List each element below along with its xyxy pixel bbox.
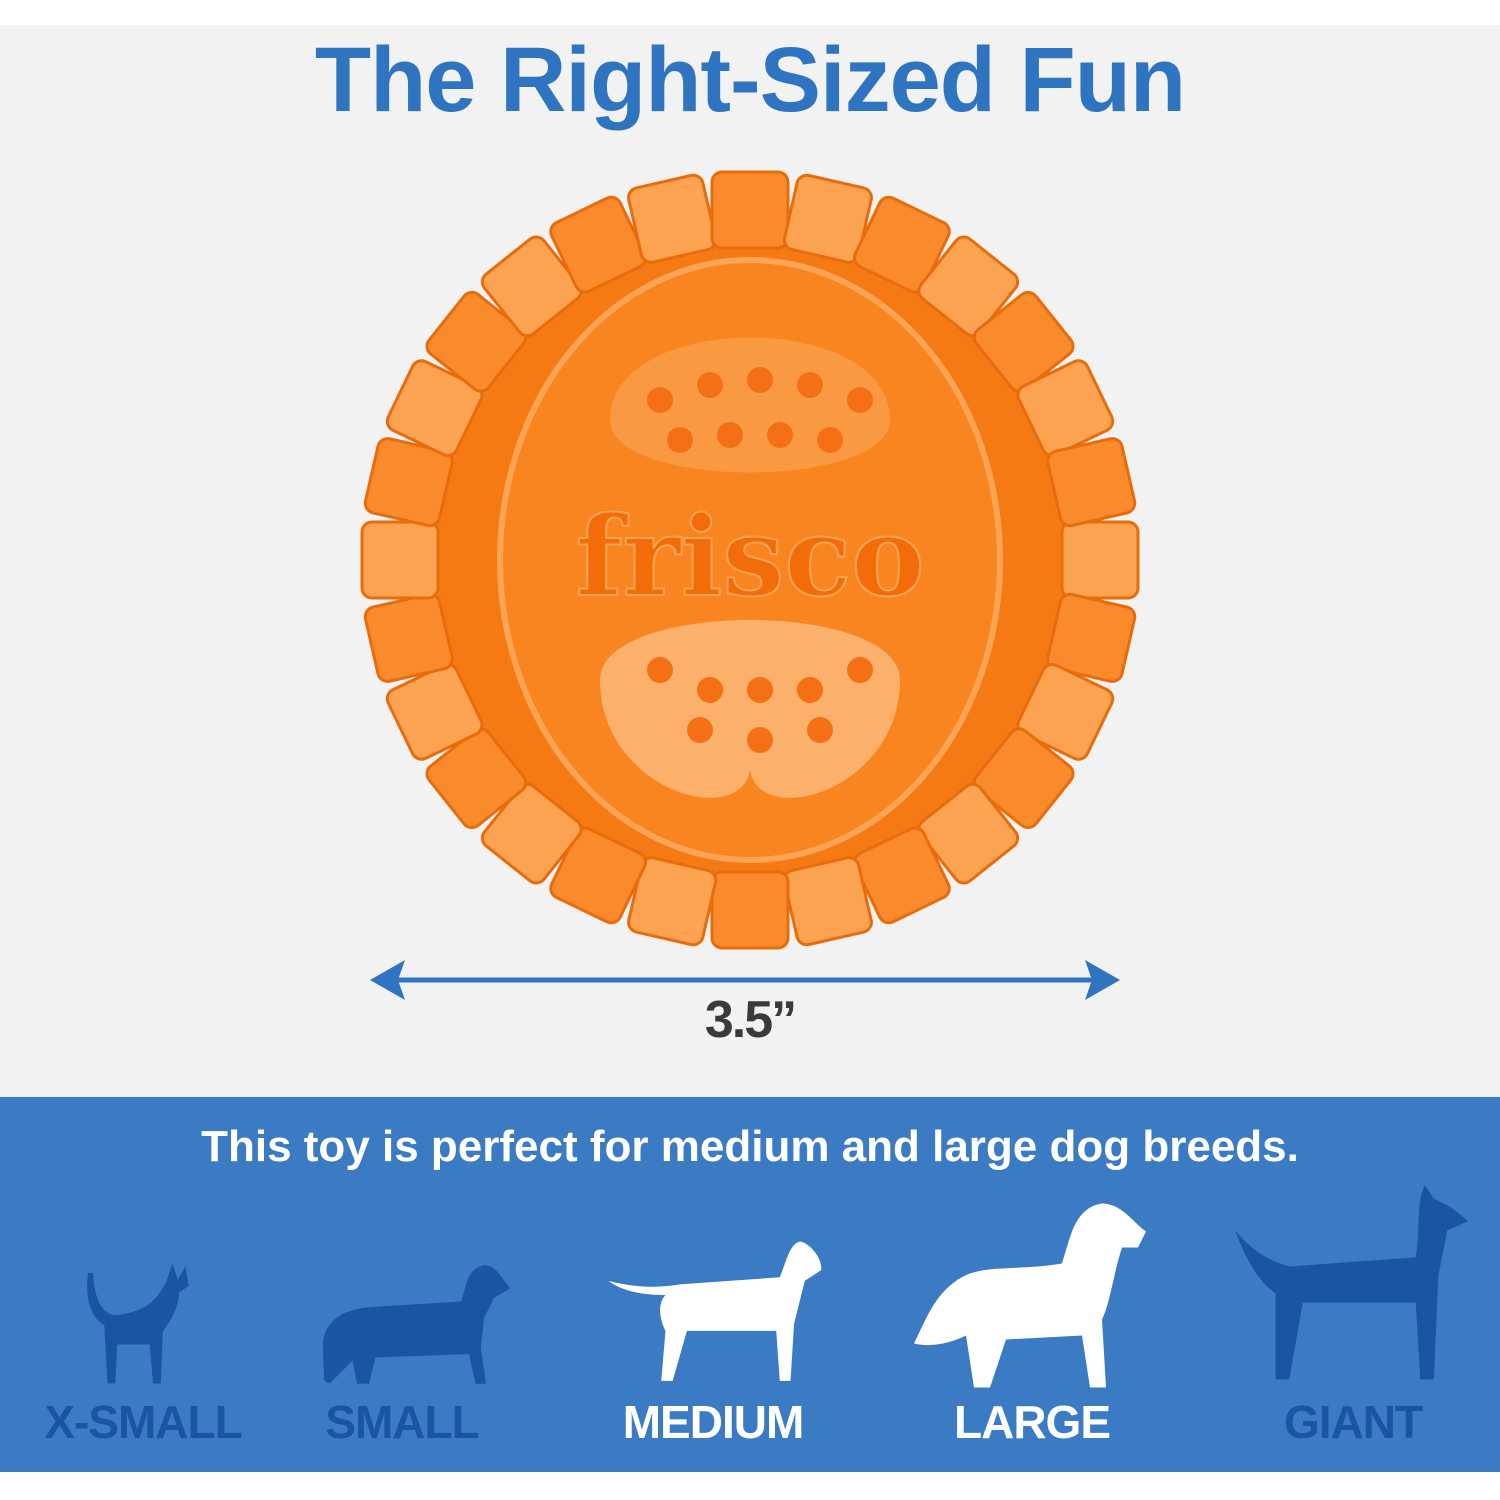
ball-knob (1016, 359, 1115, 458)
dog-xsmall-icon (87, 1263, 189, 1384)
page-title: The Right-Sized Fun (314, 29, 1186, 131)
paw-dot (747, 677, 773, 703)
ball-knob (549, 826, 648, 925)
paw-dot (797, 677, 823, 703)
ball-knob (425, 727, 528, 830)
dog-giant-icon (1235, 1185, 1469, 1380)
ball-knob (549, 195, 648, 294)
dog-medium-icon (608, 1241, 822, 1381)
paw-dot (747, 727, 773, 753)
paw-dot (847, 657, 873, 683)
size-label-small: SMALL (325, 1396, 479, 1448)
paw-dot (767, 422, 793, 448)
size-label-giant: GIANT (1283, 1396, 1423, 1448)
ball-knob (917, 782, 1020, 885)
size-guide-tagline: This toy is perfect for medium and large… (201, 1122, 1299, 1171)
paw-bottom (600, 620, 900, 798)
paw-dot (687, 717, 713, 743)
paw-dot (797, 372, 823, 398)
ball-knob (972, 727, 1075, 830)
ball-knob (782, 173, 873, 264)
ball-knob (1046, 592, 1137, 683)
size-label-medium: MEDIUM (622, 1396, 805, 1448)
ball-knob (782, 856, 873, 947)
paw-dot (697, 677, 723, 703)
ball-knob (710, 170, 790, 250)
paw-dot (717, 422, 743, 448)
ball-knob (363, 592, 454, 683)
diameter-label: 3.5” (704, 991, 797, 1049)
ball-knob (852, 826, 951, 925)
paw-dot (667, 427, 693, 453)
ball-knob (1016, 662, 1115, 761)
ball-knob (1046, 437, 1137, 528)
size-label-large: LARGE (954, 1396, 1111, 1448)
ball-knob (917, 235, 1020, 338)
ball-knob (710, 870, 790, 950)
paw-dot (747, 367, 773, 393)
ball-knob (385, 359, 484, 458)
paw-dot (697, 372, 723, 398)
size-label-xsmall: X-SMALL (44, 1396, 242, 1448)
ball-knob (480, 235, 583, 338)
brand-emboss: frisco (575, 492, 924, 621)
ball-knob (480, 782, 583, 885)
paw-dot (817, 427, 843, 453)
paw-dot (847, 387, 873, 413)
ball-knob (972, 290, 1075, 393)
paw-dot (647, 657, 673, 683)
dog-large-icon (914, 1203, 1146, 1388)
ball-toy-image: frisco (360, 170, 1140, 950)
ball-knob (1060, 520, 1140, 600)
dimension-arrow (370, 960, 1120, 1000)
paw-dot (647, 387, 673, 413)
ball-knob (627, 856, 718, 947)
dog-small-icon (322, 1265, 511, 1384)
ball-knob (852, 195, 951, 294)
paw-dot (807, 717, 833, 743)
ball-knob (627, 173, 718, 264)
ball-knob (360, 520, 440, 600)
ball-knob (425, 290, 528, 393)
ball-knob (363, 437, 454, 528)
ball-knob (385, 662, 484, 761)
